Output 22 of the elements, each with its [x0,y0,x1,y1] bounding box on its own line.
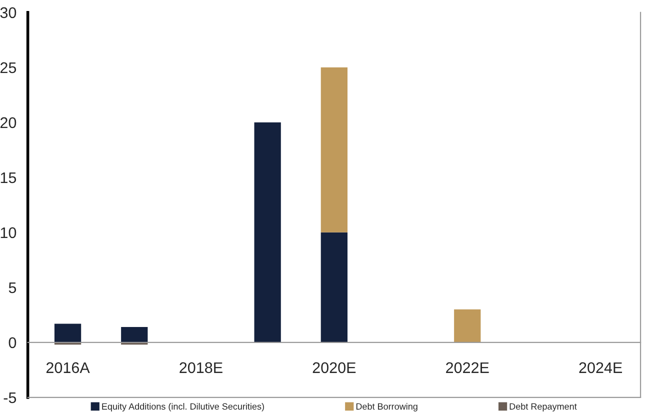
y-tick-label: 5 [8,282,16,294]
x-tick-label: 2018E [180,362,222,374]
legend-label: Debt Repayment [510,403,577,412]
bar [121,327,148,342]
bar [54,324,82,342]
y-tick-label: -5 [4,392,16,404]
y-tick-label: 0 [8,337,16,348]
y-tick-label: 10 [0,227,16,238]
legend-label: Equity Additions (incl. Dilutive Securities) [102,403,264,412]
y-tick-label: 15 [0,172,16,184]
bar [454,309,481,342]
legend-label: Debt Borrowing [356,403,418,412]
bar [320,67,348,232]
x-tick-label: 2024E [579,362,622,374]
y-tick-label: 25 [0,62,16,74]
bar [320,232,348,342]
x-tick-label: 2016A [46,362,90,374]
x-tick-label: 2020E [312,362,356,374]
y-tick-label: 20 [0,117,16,128]
y-tick-label: 30 [0,7,16,18]
x-tick-label: 2022E [446,362,489,374]
bar [254,122,281,342]
